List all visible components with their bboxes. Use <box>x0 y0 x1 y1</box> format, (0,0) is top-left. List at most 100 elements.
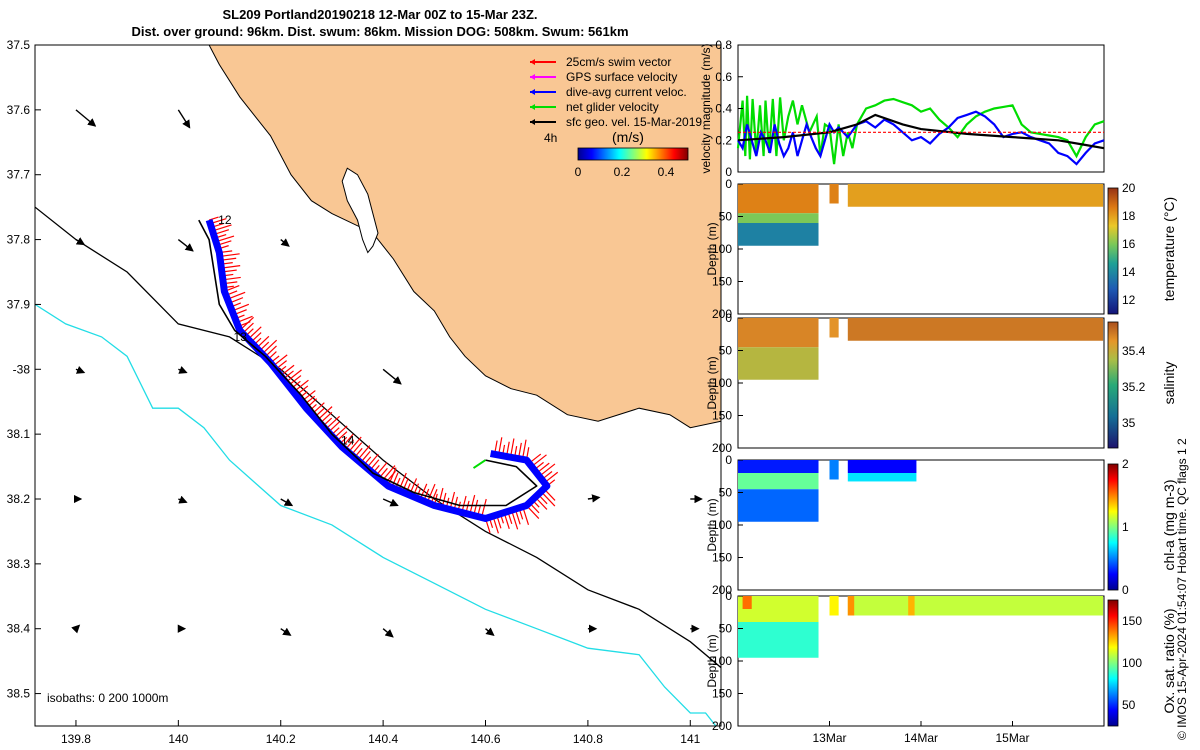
legend-marker-label: 4h <box>544 131 557 145</box>
map-y-tick-label: 37.7 <box>7 168 31 182</box>
temperature-colorbar-tick: 12 <box>1122 293 1136 307</box>
legend-entry-0: 25cm/s swim vector <box>566 55 671 69</box>
salinity-y-tick-label: 100 <box>712 376 732 390</box>
current-vector-3 <box>177 239 194 252</box>
map-x-tick-label: 140.4 <box>368 732 398 746</box>
legend-arrowhead-1 <box>530 74 535 80</box>
oxygen-y-tick-label: 100 <box>712 654 732 668</box>
legend-colorbar-tick: 0.2 <box>614 165 631 179</box>
velocity-y-tick-label: 0.4 <box>715 102 732 116</box>
oxygen-x-tick-label: 15Mar <box>995 731 1029 745</box>
salinity-colorbar-tick: 35.4 <box>1122 344 1146 358</box>
oxygen-colorbar-tick: 100 <box>1122 656 1142 670</box>
oxygen-y-tick-label: 0 <box>725 589 732 603</box>
map-x-tick-label: 140.6 <box>470 732 500 746</box>
map-axes-box <box>34 44 722 727</box>
map-y-tick-label: 38.2 <box>7 492 31 506</box>
salinity-block-0 <box>738 318 819 348</box>
current-vector-4 <box>280 238 290 247</box>
salinity-ylabel: Depth (m) <box>705 356 719 409</box>
oxygen-ylabel: Depth (m) <box>705 634 719 687</box>
day-label-13: 13 <box>234 330 248 344</box>
chl-y-tick-label: 200 <box>712 583 732 597</box>
temperature-block-0 <box>738 184 819 214</box>
chl-colorbar-label: chl-a (mg m-3) <box>1161 479 1177 570</box>
map-x-tick-label: 140.8 <box>573 732 603 746</box>
current-vector-16 <box>280 627 292 636</box>
map-y-tick-label: 37.5 <box>7 38 31 52</box>
temperature-colorbar <box>1107 187 1119 315</box>
chl-block-0 <box>738 460 819 473</box>
velocity-axes-box <box>737 44 1105 173</box>
velocity-series-2 <box>737 113 1105 150</box>
velocity-y-tick-label: 0.8 <box>715 38 732 52</box>
map-y-tick-label: 38.3 <box>7 557 31 571</box>
oxygen-y-tick-label: 150 <box>712 687 732 701</box>
chl-y-tick-label: 0 <box>725 453 732 467</box>
temperature-y-tick-label: 150 <box>712 275 732 289</box>
temperature-y-tick-label: 0 <box>725 177 732 191</box>
legend-entry-1: GPS surface velocity <box>566 70 677 84</box>
map-y-tick-label: 38.5 <box>7 687 31 701</box>
title-line-1: SL209 Portland20190218 12-Mar 00Z to 15-… <box>222 7 538 22</box>
credit-text: © IMOS 15-Apr-2024 01:54:07 Hobart time.… <box>1175 438 1189 740</box>
salinity-y-tick-label: 0 <box>725 311 732 325</box>
map-x-tick-label: 140.2 <box>266 732 296 746</box>
chl-block-1 <box>738 473 819 490</box>
current-vector-9 <box>178 495 188 504</box>
temperature-colorbar-tick: 20 <box>1122 181 1136 195</box>
current-vector-18 <box>485 627 495 636</box>
day-label-12: 12 <box>218 213 232 227</box>
map-y-tick-label: 38.1 <box>7 427 31 441</box>
current-vector-17 <box>382 628 394 638</box>
isobaths-label: isobaths: 0 200 1000m <box>47 691 168 705</box>
oxygen-block-5 <box>847 596 855 616</box>
current-vector-10 <box>280 498 294 507</box>
colorbar-label: (m/s) <box>612 129 644 145</box>
net-glider-vector <box>472 459 487 469</box>
salinity-colorbar-tick: 35 <box>1122 416 1136 430</box>
velocity-ylabel: velocity magnitude (m/s) <box>699 43 713 173</box>
day-label-14: 14 <box>341 434 355 448</box>
map-y-tick-label: -38 <box>13 362 31 376</box>
chl-ylabel: Depth (m) <box>705 498 719 551</box>
chl-y-tick-label: 150 <box>712 551 732 565</box>
isobath-1000m <box>35 303 717 726</box>
salinity-y-tick-label: 50 <box>719 344 733 358</box>
current-vector-7 <box>382 368 402 385</box>
legend-arrowhead-3 <box>530 104 535 110</box>
coastline <box>208 45 721 429</box>
oxygen-block-4 <box>847 596 1104 616</box>
oxygen-x-tick-label: 14Mar <box>904 731 938 745</box>
salinity-block-3 <box>847 318 1104 341</box>
chl-colorbar-tick: 1 <box>1122 520 1129 534</box>
map-y-tick-label: 37.6 <box>7 103 31 117</box>
salinity-block-1 <box>738 347 819 380</box>
map-y-tick-label: 37.9 <box>7 297 31 311</box>
map-x-tick-label: 139.8 <box>61 732 91 746</box>
velocity-y-tick-label: 0.6 <box>715 70 732 84</box>
glider-track <box>198 219 538 507</box>
current-vector-6 <box>178 365 188 374</box>
chl-block-5 <box>847 473 917 482</box>
temperature-ylabel: Depth (m) <box>705 222 719 275</box>
legend-colorbar-tick: 0 <box>575 165 582 179</box>
chl-y-tick-label: 100 <box>712 518 732 532</box>
chl-colorbar-tick: 2 <box>1122 457 1129 471</box>
temperature-block-3 <box>829 184 839 204</box>
legend-arrowhead-4 <box>530 119 535 125</box>
chl-block-2 <box>738 489 819 522</box>
oxygen-colorbar-label: Ox. sat. ratio (%) <box>1161 608 1177 713</box>
legend-arrowhead-0 <box>530 59 535 65</box>
salinity-colorbar <box>1107 321 1119 449</box>
current-vector-5 <box>75 365 86 374</box>
oxygen-x-tick-label: 13Mar <box>812 731 846 745</box>
temperature-colorbar-tick: 16 <box>1122 237 1136 251</box>
chl-y-tick-label: 50 <box>719 486 733 500</box>
salinity-block-2 <box>829 318 839 338</box>
oxygen-colorbar-tick: 50 <box>1122 698 1136 712</box>
salinity-y-tick-label: 200 <box>712 441 732 455</box>
map-x-tick-label: 140 <box>168 732 188 746</box>
velocity-series-0 <box>736 95 1105 165</box>
